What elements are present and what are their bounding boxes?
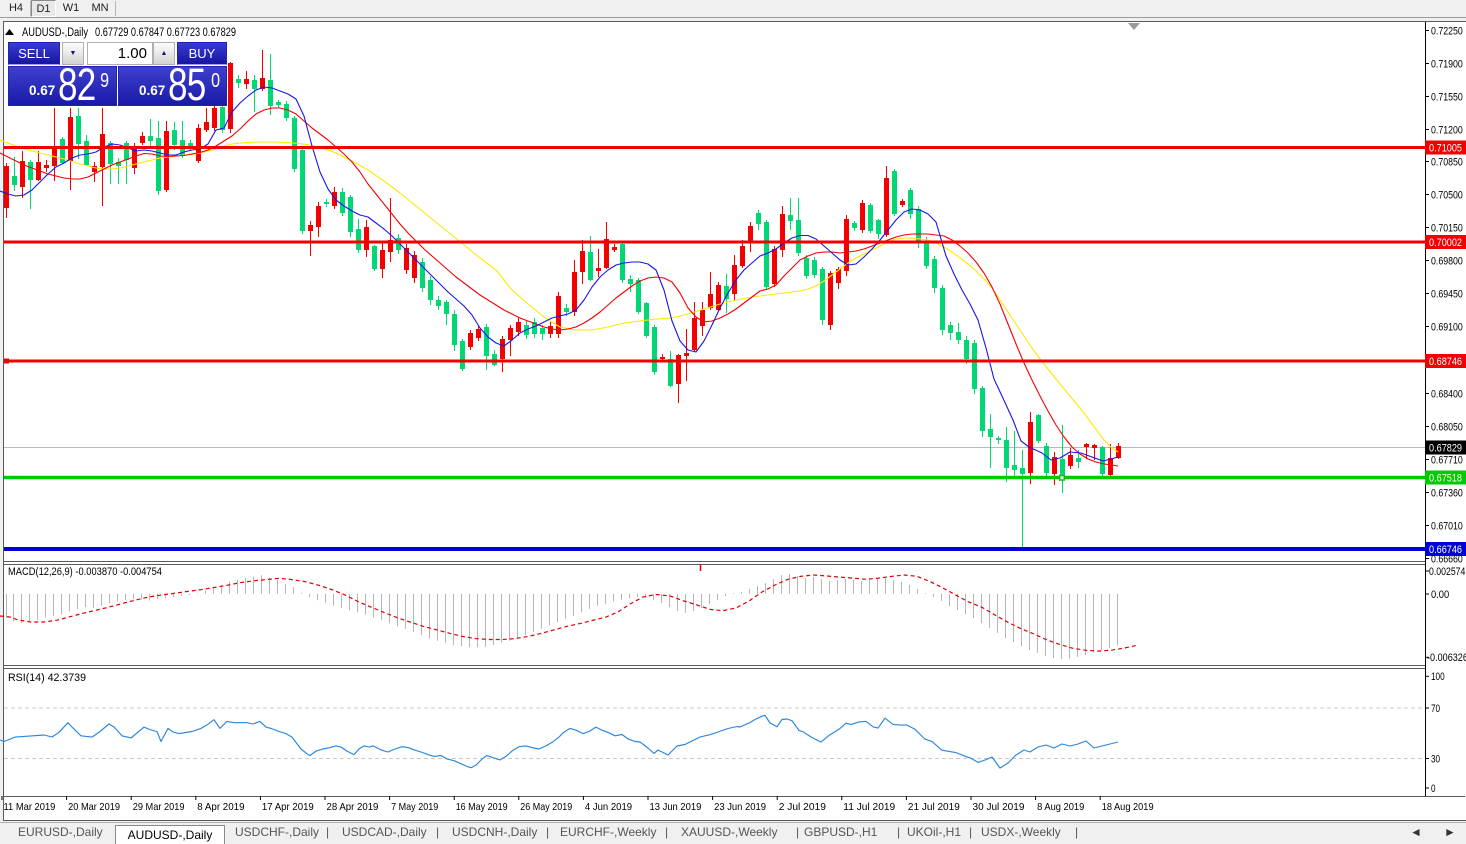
svg-text:100: 100 <box>1431 671 1445 683</box>
svg-text:23 Jun 2019: 23 Jun 2019 <box>714 801 766 813</box>
svg-text:11 Mar 2019: 11 Mar 2019 <box>4 801 56 813</box>
svg-text:18 Aug 2019: 18 Aug 2019 <box>1102 801 1154 813</box>
svg-text:0.69800: 0.69800 <box>1431 255 1463 267</box>
svg-text:0.70150: 0.70150 <box>1431 222 1463 234</box>
svg-text:30: 30 <box>1431 753 1440 765</box>
svg-text:0.002574: 0.002574 <box>1429 566 1465 578</box>
svg-text:16 May 2019: 16 May 2019 <box>456 801 508 813</box>
svg-text:0.71005: 0.71005 <box>1429 143 1462 155</box>
svg-text:0.67518: 0.67518 <box>1429 473 1462 485</box>
svg-text:0.70850: 0.70850 <box>1431 156 1463 168</box>
svg-text:17 Apr 2019: 17 Apr 2019 <box>262 801 314 813</box>
svg-text:2 Jul 2019: 2 Jul 2019 <box>779 801 826 813</box>
svg-text:0.71200: 0.71200 <box>1431 124 1463 136</box>
svg-text:7 May 2019: 7 May 2019 <box>391 801 438 813</box>
svg-text:0.70500: 0.70500 <box>1431 189 1463 201</box>
svg-text:0.67729 0.67847 0.67723 0.6782: 0.67729 0.67847 0.67723 0.67829 <box>95 27 236 39</box>
svg-text:0.69450: 0.69450 <box>1431 288 1463 300</box>
svg-text:MACD(12,26,9) -0.003870 -0.004: MACD(12,26,9) -0.003870 -0.004754 <box>8 566 162 578</box>
svg-text:0.00: 0.00 <box>1431 589 1449 601</box>
svg-text:0.69100: 0.69100 <box>1431 321 1463 333</box>
svg-text:0.68050: 0.68050 <box>1431 421 1463 433</box>
svg-text:0.72250: 0.72250 <box>1431 25 1463 37</box>
svg-text:13 Jun 2019: 13 Jun 2019 <box>650 801 702 813</box>
svg-text:11 Jul 2019: 11 Jul 2019 <box>843 801 895 813</box>
svg-text:-0.006326: -0.006326 <box>1427 652 1466 664</box>
svg-text:4 Jun 2019: 4 Jun 2019 <box>585 801 632 813</box>
svg-text:0.66660: 0.66660 <box>1431 553 1463 565</box>
svg-text:30 Jul 2019: 30 Jul 2019 <box>973 801 1025 813</box>
svg-text:70: 70 <box>1431 703 1440 715</box>
svg-text:21 Jul 2019: 21 Jul 2019 <box>908 801 960 813</box>
svg-text:0.66746: 0.66746 <box>1429 544 1462 556</box>
svg-text:8 Aug 2019: 8 Aug 2019 <box>1037 801 1084 813</box>
svg-text:AUDUSD-,Daily: AUDUSD-,Daily <box>22 27 88 39</box>
svg-text:RSI(14) 42.3739: RSI(14) 42.3739 <box>8 672 86 684</box>
svg-text:29 Mar 2019: 29 Mar 2019 <box>133 801 185 813</box>
svg-text:0.70002: 0.70002 <box>1429 237 1462 249</box>
svg-text:8 Apr 2019: 8 Apr 2019 <box>197 801 244 813</box>
svg-text:0.68746: 0.68746 <box>1429 356 1462 368</box>
svg-text:28 Apr 2019: 28 Apr 2019 <box>327 801 379 813</box>
svg-text:0.68400: 0.68400 <box>1431 388 1463 400</box>
svg-text:0.67829: 0.67829 <box>1429 443 1462 455</box>
svg-text:26 May 2019: 26 May 2019 <box>520 801 572 813</box>
svg-text:0.67360: 0.67360 <box>1431 487 1463 499</box>
svg-text:0.71550: 0.71550 <box>1431 91 1463 103</box>
svg-text:0.71900: 0.71900 <box>1431 58 1463 70</box>
svg-text:0.67710: 0.67710 <box>1431 454 1463 466</box>
svg-text:20 Mar 2019: 20 Mar 2019 <box>68 801 120 813</box>
svg-text:0: 0 <box>1431 783 1436 795</box>
svg-text:0.67010: 0.67010 <box>1431 520 1463 532</box>
